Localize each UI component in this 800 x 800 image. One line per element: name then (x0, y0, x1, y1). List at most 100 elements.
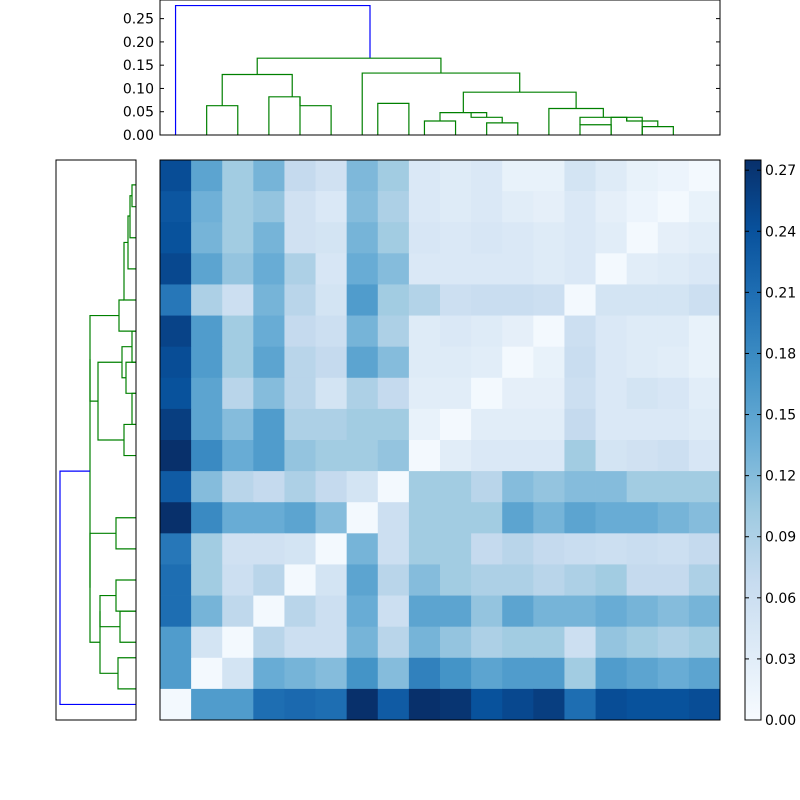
heatmap-cell (377, 533, 410, 565)
colorbar-tick-label: 0.15 (765, 408, 796, 424)
heatmap-cell (408, 346, 441, 379)
heatmap-cell (533, 377, 565, 410)
heatmap-cell (160, 657, 192, 690)
heatmap-cell (595, 377, 628, 410)
heatmap-cell (564, 284, 596, 316)
left-dendrogram-link (89, 314, 119, 402)
left-dendrogram-link (125, 361, 136, 394)
heatmap-cell (657, 533, 690, 565)
heatmap-cell (595, 408, 628, 441)
left-dendrogram-link (89, 532, 116, 643)
heatmap-cell (471, 253, 503, 285)
heatmap-cell (440, 346, 472, 379)
heatmap-cell (657, 222, 690, 254)
heatmap-cell (595, 222, 628, 254)
heatmap-cell (222, 160, 254, 192)
heatmap-cell (440, 408, 472, 441)
heatmap-cell (471, 408, 503, 441)
heatmap-cell (408, 533, 441, 565)
heatmap-cell (440, 595, 472, 628)
heatmap-cell (284, 564, 316, 596)
heatmap-cell (191, 502, 223, 534)
heatmap-cell (377, 502, 410, 534)
top-dendrogram-y-tick-label: 0.00 (123, 128, 154, 144)
heatmap-cell (564, 253, 596, 285)
heatmap-cell (377, 222, 410, 254)
left-dendrogram-link (131, 184, 136, 208)
heatmap-cell (222, 191, 254, 223)
heatmap-cell (626, 160, 659, 192)
left-dendrogram-link (127, 215, 136, 270)
heatmap-cell (346, 408, 379, 441)
heatmap-cell (284, 346, 316, 379)
heatmap-cell (377, 440, 410, 472)
heatmap-cell (564, 160, 596, 192)
heatmap-cell (253, 657, 285, 690)
heatmap-cell (626, 626, 659, 659)
heatmap-cell (502, 626, 534, 659)
heatmap-cell (284, 408, 316, 441)
heatmap-cell (191, 160, 223, 192)
top-dendrogram-y-tick-label: 0.15 (123, 58, 154, 74)
colorbar-tick-label: 0.00 (765, 713, 796, 729)
heatmap-cell (160, 471, 192, 503)
heatmap-cell (502, 284, 534, 316)
heatmap-cell (284, 595, 316, 628)
colorbar-gradient (744, 159, 762, 721)
heatmap-cell (502, 471, 534, 503)
left-dendrogram-link (131, 392, 136, 426)
heatmap-cell (284, 222, 316, 254)
heatmap-cell (688, 222, 721, 254)
heatmap-cell (564, 440, 596, 472)
heatmap-cell (440, 284, 472, 316)
heatmap-cell (160, 688, 192, 721)
heatmap-cell (377, 346, 410, 379)
heatmap-cell (595, 502, 628, 534)
heatmap-cell (222, 595, 254, 628)
heatmap-cell (253, 502, 285, 534)
heatmap-cell (564, 564, 596, 596)
heatmap-cell (222, 346, 254, 379)
heatmap-cell (253, 564, 285, 596)
heatmap-cell (222, 564, 254, 596)
heatmap-cell (564, 626, 596, 659)
heatmap-cell (471, 471, 503, 503)
heatmap-cell (533, 253, 565, 285)
heatmap-cell (346, 595, 379, 628)
colorbar-tick-label: 0.18 (765, 346, 796, 362)
heatmap-cell (471, 315, 503, 348)
heatmap-cell (471, 160, 503, 192)
heatmap-cell (253, 595, 285, 628)
top-dendrogram-frame (159, 0, 721, 136)
heatmap-cell (657, 471, 690, 503)
heatmap-cell (688, 533, 721, 565)
heatmap-cell (688, 657, 721, 690)
heatmap-cell (160, 533, 192, 565)
heatmap-cell (222, 408, 254, 441)
heatmap-cell (533, 471, 565, 503)
heatmap-cell (222, 253, 254, 285)
heatmap-cell (626, 657, 659, 690)
top-dendrogram (174, 4, 674, 135)
heatmap-cell (502, 315, 534, 348)
heatmap-cell (533, 408, 565, 441)
top-dendrogram-y-axis: 0.00 0.05 0.10 0.15 0.20 0.25 (123, 12, 720, 144)
heatmap-cell (533, 440, 565, 472)
top-dendrogram-link (268, 96, 301, 135)
heatmap-cell (346, 440, 379, 472)
top-dendrogram-y-tick-label: 0.05 (123, 105, 154, 121)
heatmap-cell (440, 657, 472, 690)
heatmap-cell (533, 657, 565, 690)
top-dendrogram-y-tick-label: 0.25 (123, 12, 154, 28)
heatmap-cell (160, 160, 192, 192)
heatmap-cell (346, 222, 379, 254)
heatmap-cell (564, 377, 596, 410)
heatmap-cell (688, 160, 721, 192)
heatmap-cell (533, 346, 565, 379)
heatmap-cell (595, 626, 628, 659)
heatmap-cell (253, 160, 285, 192)
heatmap-cell (440, 626, 472, 659)
heatmap-cell (315, 253, 348, 285)
heatmap-cell (595, 440, 628, 472)
